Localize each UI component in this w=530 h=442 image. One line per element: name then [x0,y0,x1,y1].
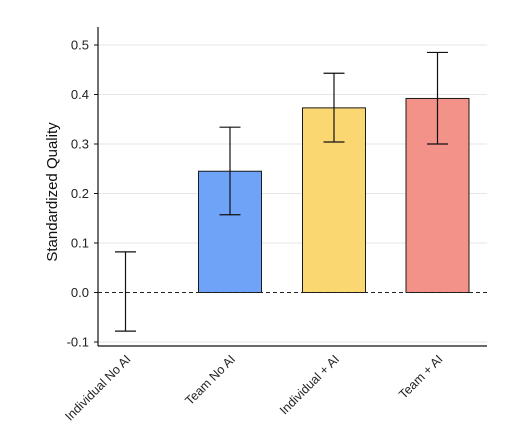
grid-lines [98,44,487,343]
y-tick-label: -0.1 [67,335,89,350]
y-tick-label: 0.5 [71,38,89,53]
x-category-label: Team + AI [396,352,445,401]
bars [198,97,470,294]
y-tick-label: 0.2 [71,186,89,201]
y-tick-label: 0.4 [71,87,89,102]
x-category-label: Individual No AI [62,352,133,423]
error-bar [427,51,448,145]
error-bar [323,72,345,143]
y-tick-label: 0.1 [71,236,89,251]
y-tick-label: 0.3 [71,137,89,152]
y-axis-label: Standardized Quality [44,122,61,262]
axes [94,27,487,347]
error-bars [115,51,448,332]
x-category-label: Individual + AI [277,352,342,417]
x-category-label: Team No AI [183,352,239,408]
error-bar [115,251,136,332]
error-bar [219,126,241,216]
y-tick-label: 0.0 [71,285,89,300]
